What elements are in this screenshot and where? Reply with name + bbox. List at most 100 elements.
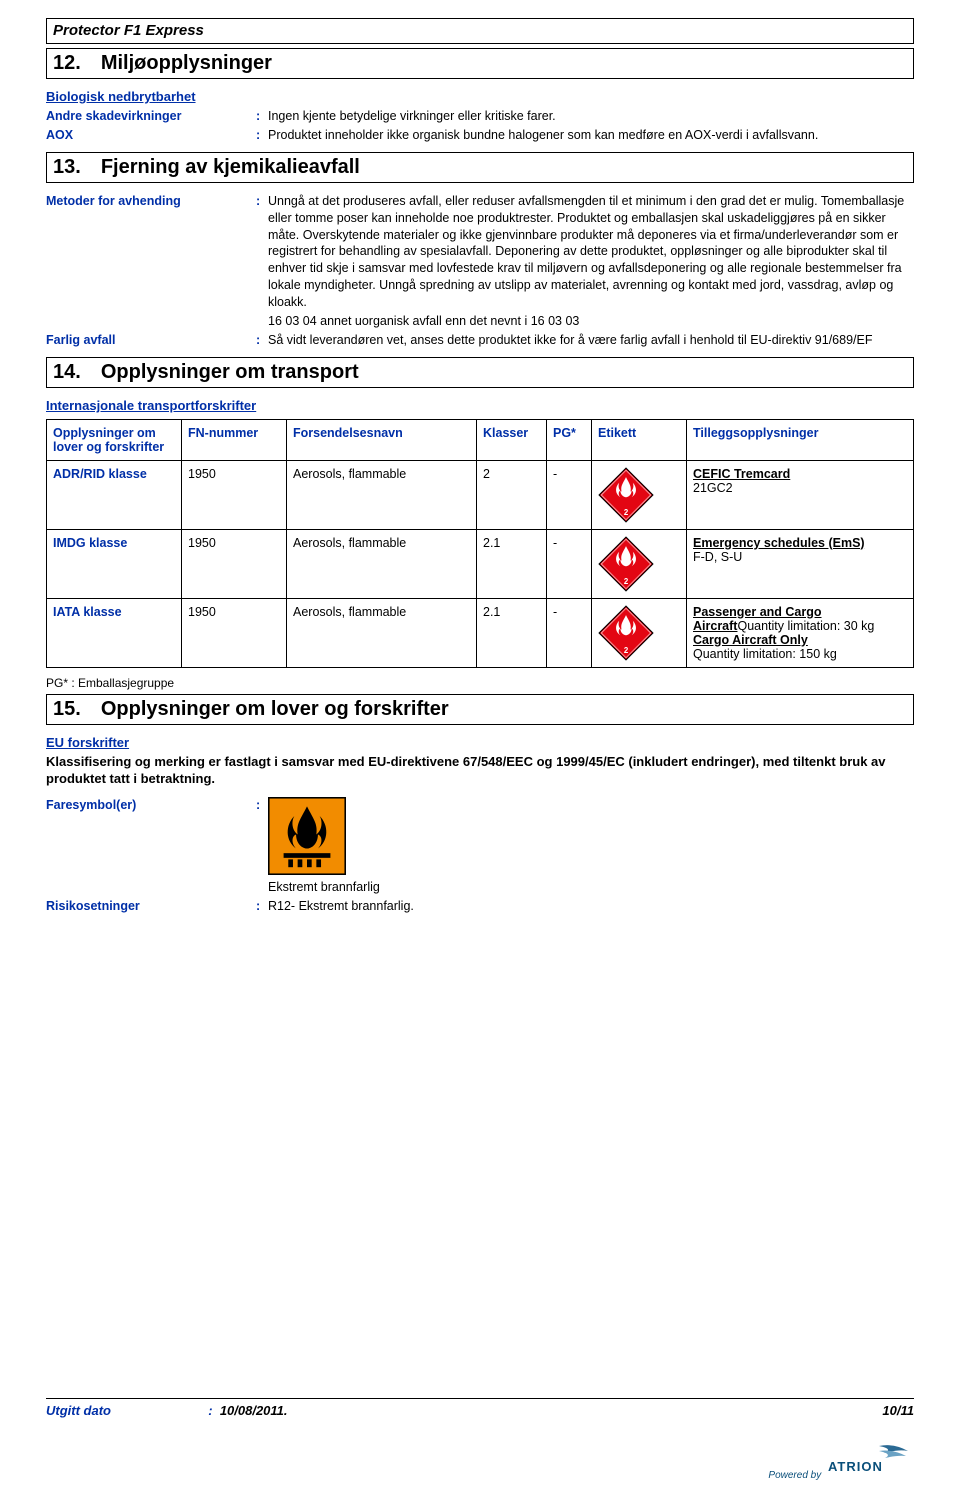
section-12-title: Miljøopplysninger xyxy=(101,52,272,74)
cell-pg: - xyxy=(547,529,592,598)
section-13-box: 13. Fjerning av kjemikalieavfall xyxy=(46,152,914,183)
kv-risiko: Risikosetninger : R12- Ekstremt brannfar… xyxy=(46,898,914,915)
product-title-box: Protector F1 Express xyxy=(46,18,914,44)
footer-page: 10/11 xyxy=(882,1403,914,1418)
section-15-body: EU forskrifter Klassifisering og merking… xyxy=(46,735,914,916)
cell-reg: IATA klasse xyxy=(47,598,182,667)
notes-bold: Emergency schedules (EmS) xyxy=(693,536,865,550)
pg-note: PG* : Emballasjegruppe xyxy=(46,676,914,690)
kv-colon: : xyxy=(256,108,268,125)
th-un: FN-nummer xyxy=(182,419,287,460)
notes-rest: Quantity limitation: 30 kg xyxy=(737,619,874,633)
hazard-caption: Ekstremt brannfarlig xyxy=(268,879,914,896)
cell-name: Aerosols, flammable xyxy=(287,460,477,529)
section-12-num: 12. xyxy=(53,52,81,74)
cell-un: 1950 xyxy=(182,598,287,667)
notes-bold: CEFIC Tremcard xyxy=(693,467,790,481)
table-row-imdg: IMDG klasse 1950 Aerosols, flammable 2.1… xyxy=(47,529,914,598)
section-14-num: 14. xyxy=(53,361,81,383)
flame-hazard-icon xyxy=(268,797,346,875)
section-14-title: Opplysninger om transport xyxy=(101,361,359,383)
cell-pg: - xyxy=(547,460,592,529)
kv-colon: : xyxy=(256,898,268,915)
section-12-body: Biologisk nedbrytbarhet Andre skadevirkn… xyxy=(46,89,914,144)
svg-text:ATRION: ATRION xyxy=(828,1459,883,1474)
section-13-body: Metoder for avhending : Unngå at det pro… xyxy=(46,193,914,349)
cell-notes: Emergency schedules (EmS) F-D, S-U xyxy=(687,529,914,598)
notes-bold2: Cargo Aircraft Only xyxy=(693,633,808,647)
kv-value: 16 03 04 annet uorganisk avfall enn det … xyxy=(268,313,914,330)
kv-value: Ekstremt brannfarlig xyxy=(268,797,914,896)
kv-value: Produktet inneholder ikke organisk bundn… xyxy=(268,127,914,144)
kv-label: Metoder for avhending xyxy=(46,193,256,311)
table-row-adr: ADR/RID klasse 1950 Aerosols, flammable … xyxy=(47,460,914,529)
sub-biologisk: Biologisk nedbrytbarhet xyxy=(46,89,914,104)
cell-un: 1950 xyxy=(182,460,287,529)
cell-reg: IMDG klasse xyxy=(47,529,182,598)
kv-metoder: Metoder for avhending : Unngå at det pro… xyxy=(46,193,914,311)
flammable-placard-icon: 2 xyxy=(598,467,654,523)
section-14-body: Internasjonale transportforskrifter Oppl… xyxy=(46,398,914,690)
footer-left: Utgitt dato : 10/08/2011. xyxy=(46,1403,288,1418)
footer-logo: Powered by ATRION xyxy=(46,1442,914,1481)
kv-aox: AOX : Produktet inneholder ikke organisk… xyxy=(46,127,914,144)
section-15-box: 15. Opplysninger om lover og forskrifter xyxy=(46,694,914,725)
kv-label: Farlig avfall xyxy=(46,332,256,349)
footer: Utgitt dato : 10/08/2011. 10/11 Powered … xyxy=(46,1398,914,1482)
section-14-box: 14. Opplysninger om transport xyxy=(46,357,914,388)
kv-label: Andre skadevirkninger xyxy=(46,108,256,125)
kv-label: AOX xyxy=(46,127,256,144)
kv-colon: : xyxy=(256,127,268,144)
svg-text:2: 2 xyxy=(624,577,629,586)
product-title: Protector F1 Express xyxy=(53,22,204,39)
kv-value: Unngå at det produseres avfall, eller re… xyxy=(268,193,914,311)
kv-farlig: Farlig avfall : Så vidt leverandøren vet… xyxy=(46,332,914,349)
th-name: Forsendelsesnavn xyxy=(287,419,477,460)
kv-colon: : xyxy=(256,797,268,896)
cell-notes: CEFIC Tremcard 21GC2 xyxy=(687,460,914,529)
kv-andre: Andre skadevirkninger : Ingen kjente bet… xyxy=(46,108,914,125)
notes-rest2: Quantity limitation: 150 kg xyxy=(693,647,837,661)
th-reg: Opplysninger om lover og forskrifter xyxy=(47,419,182,460)
kv-colon xyxy=(256,313,268,330)
footer-date: 10/08/2011. xyxy=(220,1403,288,1418)
footer-line xyxy=(46,1398,914,1400)
page: Protector F1 Express 12. Miljøopplysning… xyxy=(0,0,960,1503)
kv-label xyxy=(46,313,256,330)
flammable-placard-icon: 2 xyxy=(598,605,654,661)
footer-date-label: Utgitt dato xyxy=(46,1403,111,1418)
cell-reg: ADR/RID klasse xyxy=(47,460,182,529)
sub-internasjonale: Internasjonale transportforskrifter xyxy=(46,398,914,413)
cell-placard: 2 xyxy=(592,460,687,529)
th-notes: Tilleggsopplysninger xyxy=(687,419,914,460)
cell-name: Aerosols, flammable xyxy=(287,598,477,667)
section-13-num: 13. xyxy=(53,156,81,178)
kv-value: R12- Ekstremt brannfarlig. xyxy=(268,898,914,915)
cell-class: 2.1 xyxy=(477,529,547,598)
kv-colon: : xyxy=(256,193,268,311)
cell-notes: Passenger and Cargo AircraftQuantity lim… xyxy=(687,598,914,667)
svg-text:2: 2 xyxy=(624,646,629,655)
cell-class: 2 xyxy=(477,460,547,529)
section-15-title: Opplysninger om lover og forskrifter xyxy=(101,698,449,720)
kv-label: Faresymbol(er) xyxy=(46,797,256,896)
transport-table: Opplysninger om lover og forskrifter FN-… xyxy=(46,419,914,668)
cell-class: 2.1 xyxy=(477,598,547,667)
flammable-placard-icon: 2 xyxy=(598,536,654,592)
footer-row: Utgitt dato : 10/08/2011. 10/11 xyxy=(46,1403,914,1418)
kv-value: Så vidt leverandøren vet, anses dette pr… xyxy=(268,332,914,349)
th-label: Etikett xyxy=(592,419,687,460)
table-row-iata: IATA klasse 1950 Aerosols, flammable 2.1… xyxy=(47,598,914,667)
notes-rest: 21GC2 xyxy=(693,481,733,495)
kv-wastecode: 16 03 04 annet uorganisk avfall enn det … xyxy=(46,313,914,330)
kv-faresymbol: Faresymbol(er) : Ekstremt brannfarlig xyxy=(46,797,914,896)
kv-label: Risikosetninger xyxy=(46,898,256,915)
cell-pg: - xyxy=(547,598,592,667)
cell-name: Aerosols, flammable xyxy=(287,529,477,598)
eu-body-text: Klassifisering og merking er fastlagt i … xyxy=(46,754,914,788)
cell-un: 1950 xyxy=(182,529,287,598)
th-pg: PG* xyxy=(547,419,592,460)
cell-placard: 2 xyxy=(592,529,687,598)
kv-colon: : xyxy=(256,332,268,349)
section-13-title: Fjerning av kjemikalieavfall xyxy=(101,156,360,178)
